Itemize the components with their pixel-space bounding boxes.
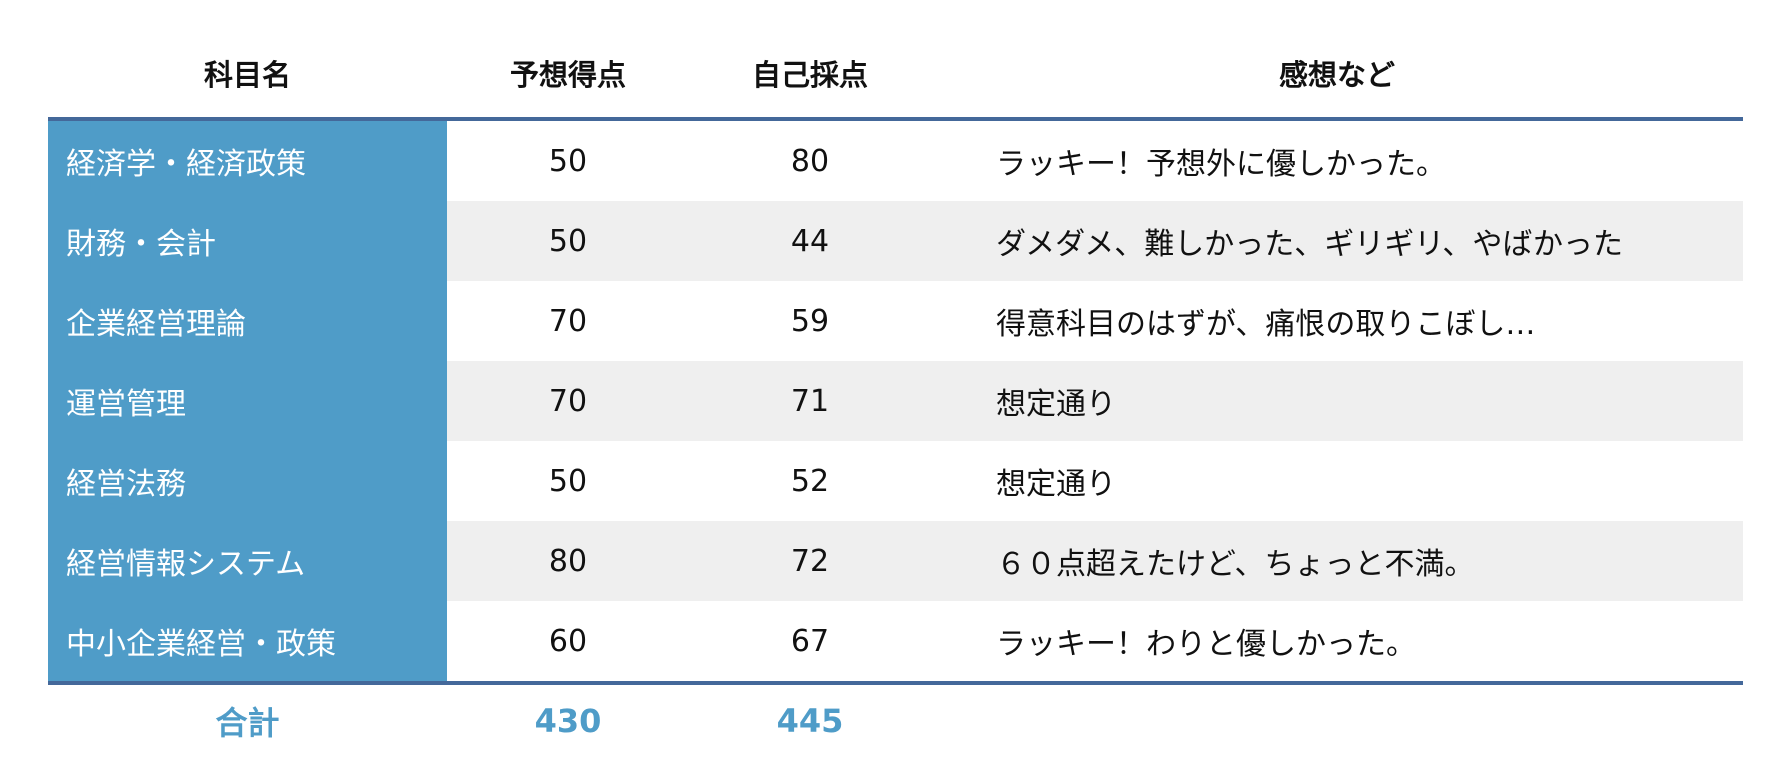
comment-cell: ラッキー！わりと優しかった。 (996, 627, 1416, 662)
self-score-cell: 52 (790, 463, 830, 499)
total-comment-empty (931, 683, 1743, 757)
table-row: 中小企業経営・政策 60 67 ラッキー！わりと優しかった。 (48, 601, 1743, 683)
header-subject: 科目名 (203, 57, 291, 92)
header-expected: 予想得点 (509, 57, 626, 92)
subject-cell: 経営法務 (48, 441, 447, 521)
self-score-cell: 59 (790, 303, 830, 339)
subject-cell: 中小企業経営・政策 (48, 601, 447, 683)
subject-cell: 財務・会計 (48, 201, 447, 281)
expected-score-cell: 50 (548, 463, 588, 499)
total-self: 445 (776, 702, 844, 740)
subject-cell: 経済学・経済政策 (48, 119, 447, 201)
table-row: 経済学・経済政策 50 80 ラッキー！予想外に優しかった。 (48, 119, 1743, 201)
expected-score-cell: 70 (447, 361, 689, 441)
table-row: 財務・会計 50 44 ダメダメ、難しかった、ギリギリ、やばかった (48, 201, 1743, 281)
self-score-cell: 44 (689, 201, 931, 281)
comment-cell: ６０点超えたけど、ちょっと不満。 (931, 521, 1743, 601)
header-row: 科目名 予想得点 自己採点 感想など (48, 28, 1743, 119)
expected-score-cell: 70 (548, 303, 588, 339)
total-row: 合計 430 445 (48, 683, 1743, 757)
expected-score-cell: 80 (447, 521, 689, 601)
self-score-cell: 71 (689, 361, 931, 441)
subject-cell: 経営情報システム (48, 521, 447, 601)
subject-cell: 企業経営理論 (48, 281, 447, 361)
self-score-cell: 80 (790, 143, 830, 179)
expected-score-cell: 50 (447, 201, 689, 281)
subject-cell: 運営管理 (48, 361, 447, 441)
self-score-cell: 67 (790, 623, 830, 659)
header-comment: 感想など (1278, 57, 1395, 92)
score-table: 科目名 予想得点 自己採点 感想など 経済学・経済政策 50 80 ラッキー！予想外に… (48, 28, 1743, 757)
table-row: 経営法務 50 52 想定通り (48, 441, 1743, 521)
comment-cell: 想定通り (996, 467, 1116, 502)
self-score-cell: 72 (689, 521, 931, 601)
table-row: 運営管理 70 71 想定通り (48, 361, 1743, 441)
comment-cell: ラッキー！予想外に優しかった。 (996, 147, 1446, 182)
header-self: 自己採点 (751, 57, 868, 92)
comment-cell: ダメダメ、難しかった、ギリギリ、やばかった (931, 201, 1743, 281)
table-row: 企業経営理論 70 59 得意科目のはずが、痛恨の取りこぼし… (48, 281, 1743, 361)
table-row: 経営情報システム 80 72 ６０点超えたけど、ちょっと不満。 (48, 521, 1743, 601)
comment-cell: 想定通り (931, 361, 1743, 441)
expected-score-cell: 50 (548, 143, 588, 179)
comment-cell: 得意科目のはずが、痛恨の取りこぼし… (996, 307, 1536, 342)
total-expected: 430 (534, 702, 602, 740)
total-label: 合計 (215, 704, 280, 742)
expected-score-cell: 60 (548, 623, 588, 659)
